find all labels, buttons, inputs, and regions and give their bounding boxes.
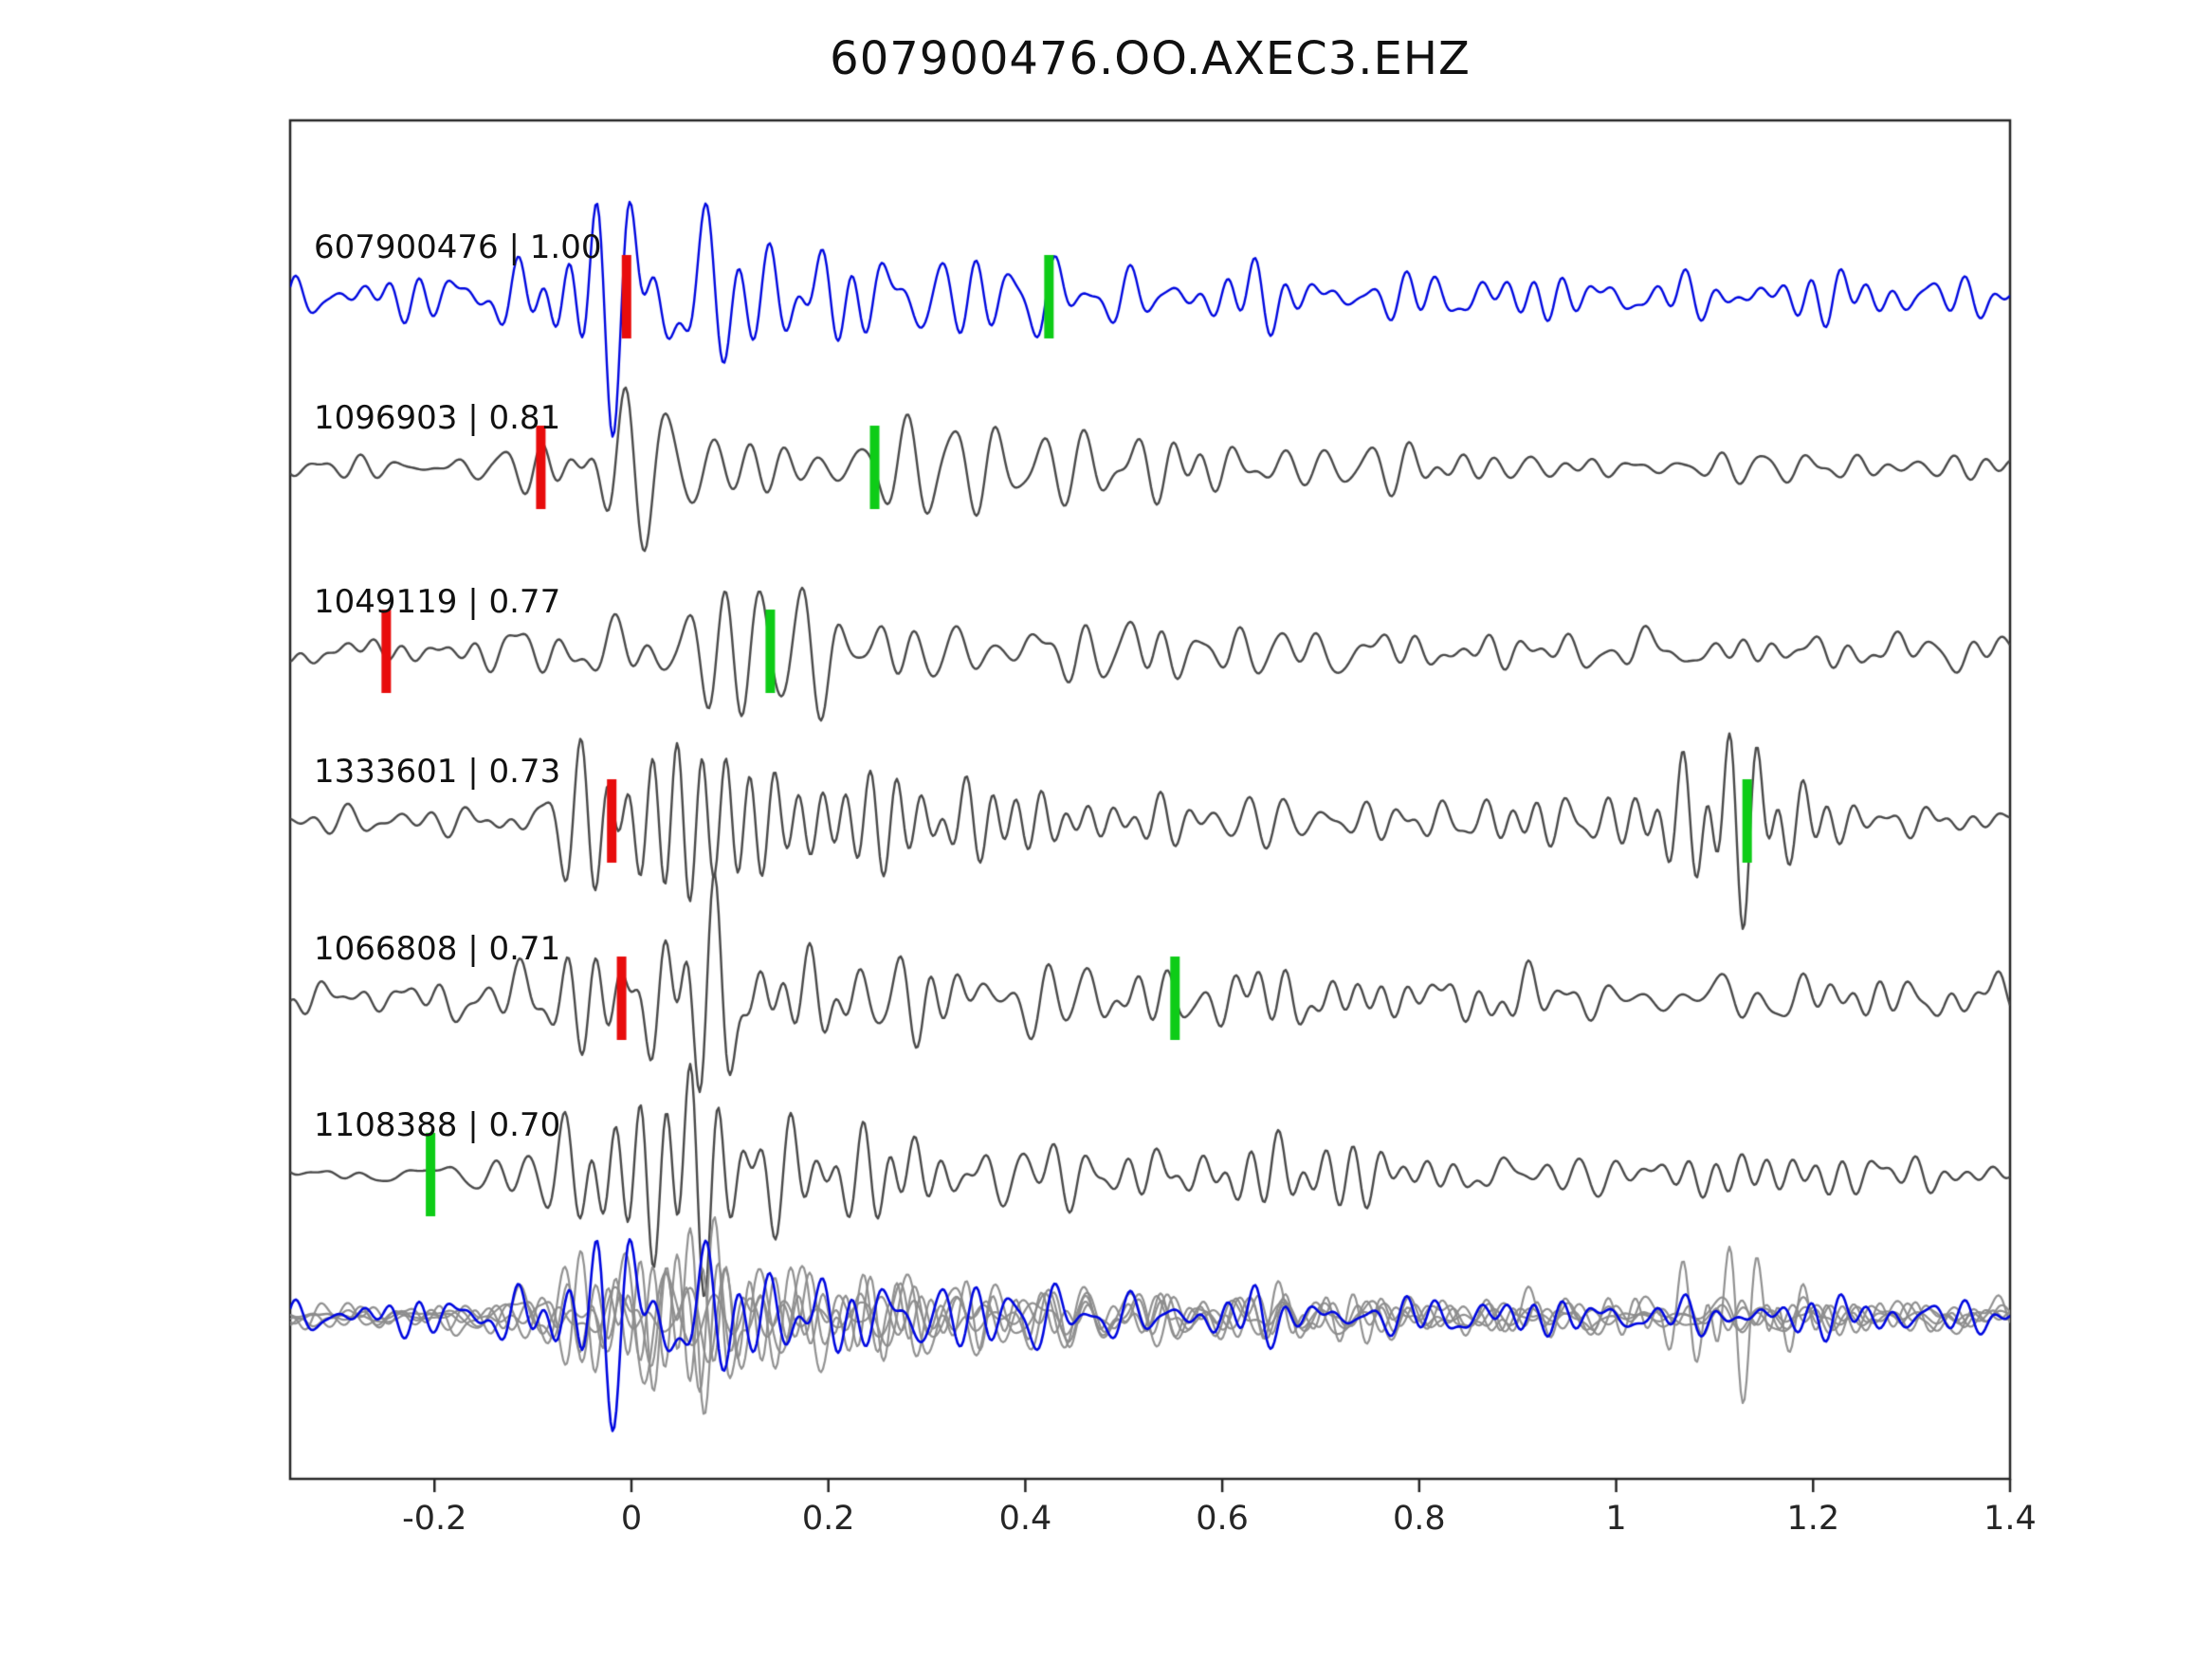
x-axis-tick-label: 1.4 xyxy=(1983,1500,2037,1538)
trace-label: 1096903 | 0.81 xyxy=(314,399,561,437)
x-axis-tick-label: 1 xyxy=(1605,1500,1627,1538)
trace-label: 1049119 | 0.77 xyxy=(314,583,561,621)
x-axis-tick-label: 0.8 xyxy=(1393,1500,1446,1538)
x-axis-tick-label: 0.2 xyxy=(801,1500,855,1538)
x-axis-tick-label: -0.2 xyxy=(402,1500,467,1538)
trace-label: 1066808 | 0.71 xyxy=(314,930,561,968)
figure-title: 607900476.OO.AXEC3.EHZ xyxy=(830,32,1471,85)
x-axis-tick-label: 0.4 xyxy=(998,1500,1052,1538)
trace-label: 1108388 | 0.70 xyxy=(314,1106,561,1144)
x-axis-tick-label: 1.2 xyxy=(1786,1500,1840,1538)
trace-label: 1333601 | 0.73 xyxy=(314,753,561,791)
trace-label: 607900476 | 1.00 xyxy=(314,228,602,266)
x-axis-tick-label: 0 xyxy=(620,1500,643,1538)
x-axis-tick-label: 0.6 xyxy=(1196,1500,1249,1538)
